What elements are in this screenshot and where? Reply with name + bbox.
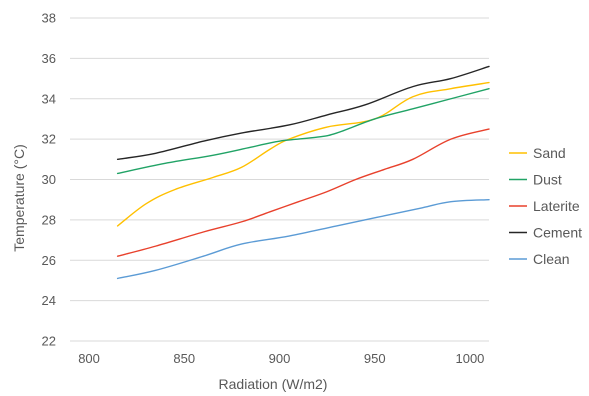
x-tick-labels: 800 850 900 950 1000 bbox=[78, 351, 484, 366]
series-line-clean bbox=[116, 198, 490, 280]
legend: Sand Dust Laterite Cement Clean bbox=[509, 145, 582, 267]
legend-label-clean: Clean bbox=[533, 251, 570, 267]
series-line-dust bbox=[116, 87, 490, 175]
y-tick-label: 32 bbox=[42, 132, 56, 147]
y-axis-title: Temperature (°C) bbox=[11, 144, 27, 252]
y-tick-label: 38 bbox=[42, 11, 56, 26]
x-axis-title: Radiation (W/m2) bbox=[219, 376, 328, 392]
x-tick-label: 950 bbox=[364, 351, 386, 366]
series-line-laterite bbox=[116, 128, 490, 257]
y-tick-label: 34 bbox=[42, 91, 56, 106]
x-tick-label: 850 bbox=[173, 351, 195, 366]
legend-label-sand: Sand bbox=[533, 145, 566, 161]
legend-label-cement: Cement bbox=[533, 225, 582, 241]
legend-label-laterite: Laterite bbox=[533, 198, 580, 214]
series-line-cement bbox=[116, 65, 490, 161]
legend-label-dust: Dust bbox=[533, 172, 562, 188]
y-tick-label: 22 bbox=[42, 334, 56, 349]
y-tick-label: 36 bbox=[42, 51, 56, 66]
x-tick-label: 1000 bbox=[455, 351, 484, 366]
series-lines bbox=[116, 65, 490, 280]
y-tick-label: 26 bbox=[42, 253, 56, 268]
x-tick-label: 900 bbox=[269, 351, 291, 366]
gridlines bbox=[70, 17, 489, 342]
y-tick-labels: 22 24 26 28 30 32 34 36 38 bbox=[42, 11, 56, 349]
series-line-sand bbox=[116, 81, 490, 227]
y-tick-label: 30 bbox=[42, 172, 56, 187]
y-tick-label: 24 bbox=[42, 293, 56, 308]
y-tick-label: 28 bbox=[42, 212, 56, 227]
x-tick-label: 800 bbox=[78, 351, 100, 366]
